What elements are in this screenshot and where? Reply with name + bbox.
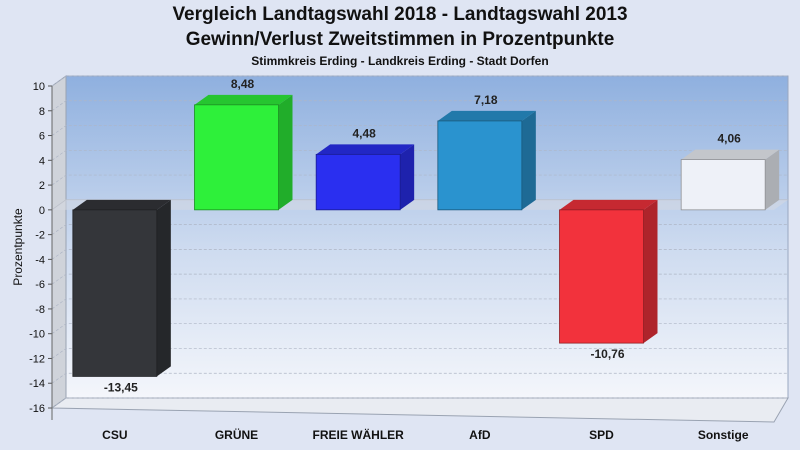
x-tick-label-gruene: GRÜNE [215,427,258,442]
data-label-afd: 7,18 [474,93,498,107]
plot-floor [50,397,789,423]
y-tick-label: -6 [35,279,45,291]
bar-top [559,199,658,210]
y-tick-label: -4 [35,254,45,266]
gridline [51,125,788,136]
x-tick-label-afd: AfD [469,428,491,442]
y-tick-label: 6 [39,131,45,143]
bar-spd [559,199,658,344]
y-tick-label: 0 [39,205,45,217]
bar-front [194,104,279,211]
data-label-freie-waehler: 4,48 [352,126,376,140]
bar-top [194,94,293,105]
gridline [51,249,788,260]
gridline [51,224,788,235]
data-label-csu: -13,45 [104,380,138,394]
bar-front [315,153,401,211]
gridline [51,298,788,310]
x-tick-label-spd: SPD [589,428,614,442]
plot-side-wall [51,75,67,409]
bar-side [521,110,536,210]
y-tick-label: -2 [35,230,45,242]
x-tick-label-sonstige: Sonstige [698,428,749,442]
chart-region-subtitle: Stimmkreis Erding - Landkreis Erding - S… [251,54,549,68]
bar-csu [72,199,171,377]
bar-side [156,199,171,377]
bar-side [400,144,415,210]
data-label-gruene: 8,48 [231,77,255,91]
y-tick-label: -12 [29,353,45,365]
gridline [51,323,788,334]
bar-sonstige [680,149,780,211]
chart-title: Vergleich Landtagswahl 2018 - Landtagswa… [172,4,628,25]
bar-front [72,209,158,377]
chart-subtitle: Gewinn/Verlust Zweitstimmen in Prozentpu… [185,29,615,50]
bar-front [559,209,644,344]
bar-top [316,144,415,155]
y-tick-label: 10 [33,81,45,93]
bar-side [765,149,780,210]
gridline [51,174,788,186]
data-label-sonstige: 4,06 [717,132,741,146]
y-tick-label: -16 [29,403,45,415]
bar-afd [437,110,536,211]
y-tick-label: 8 [39,106,45,118]
bar-front [437,120,523,211]
gridline [51,397,788,409]
bar-front [680,159,766,211]
data-label-spd: -10,76 [590,347,624,361]
plot-back-wall [65,75,789,399]
x-tick-label-csu: CSU [102,428,127,442]
y-tick-label: 2 [39,180,45,192]
bar-top [437,110,536,121]
y-tick-label: -10 [29,329,45,341]
bar-side [278,94,293,210]
gridline [51,348,788,359]
bar-top [72,199,171,210]
bar-side [643,199,658,344]
gridline [51,100,788,112]
gridline [51,149,788,161]
y-axis-label: Prozentpunkte [11,208,25,286]
bar-top [681,149,780,160]
gridline [51,372,788,384]
x-tick-label-freie-waehler: FREIE WÄHLER [312,427,404,442]
y-tick-label: -14 [29,378,45,390]
gridline [51,75,788,87]
y-tick-label: 4 [39,155,45,167]
y-tick-label: -8 [35,304,45,316]
bar-freie-waehler [315,144,415,211]
bar-gruene [194,94,293,211]
gridline [51,273,788,285]
